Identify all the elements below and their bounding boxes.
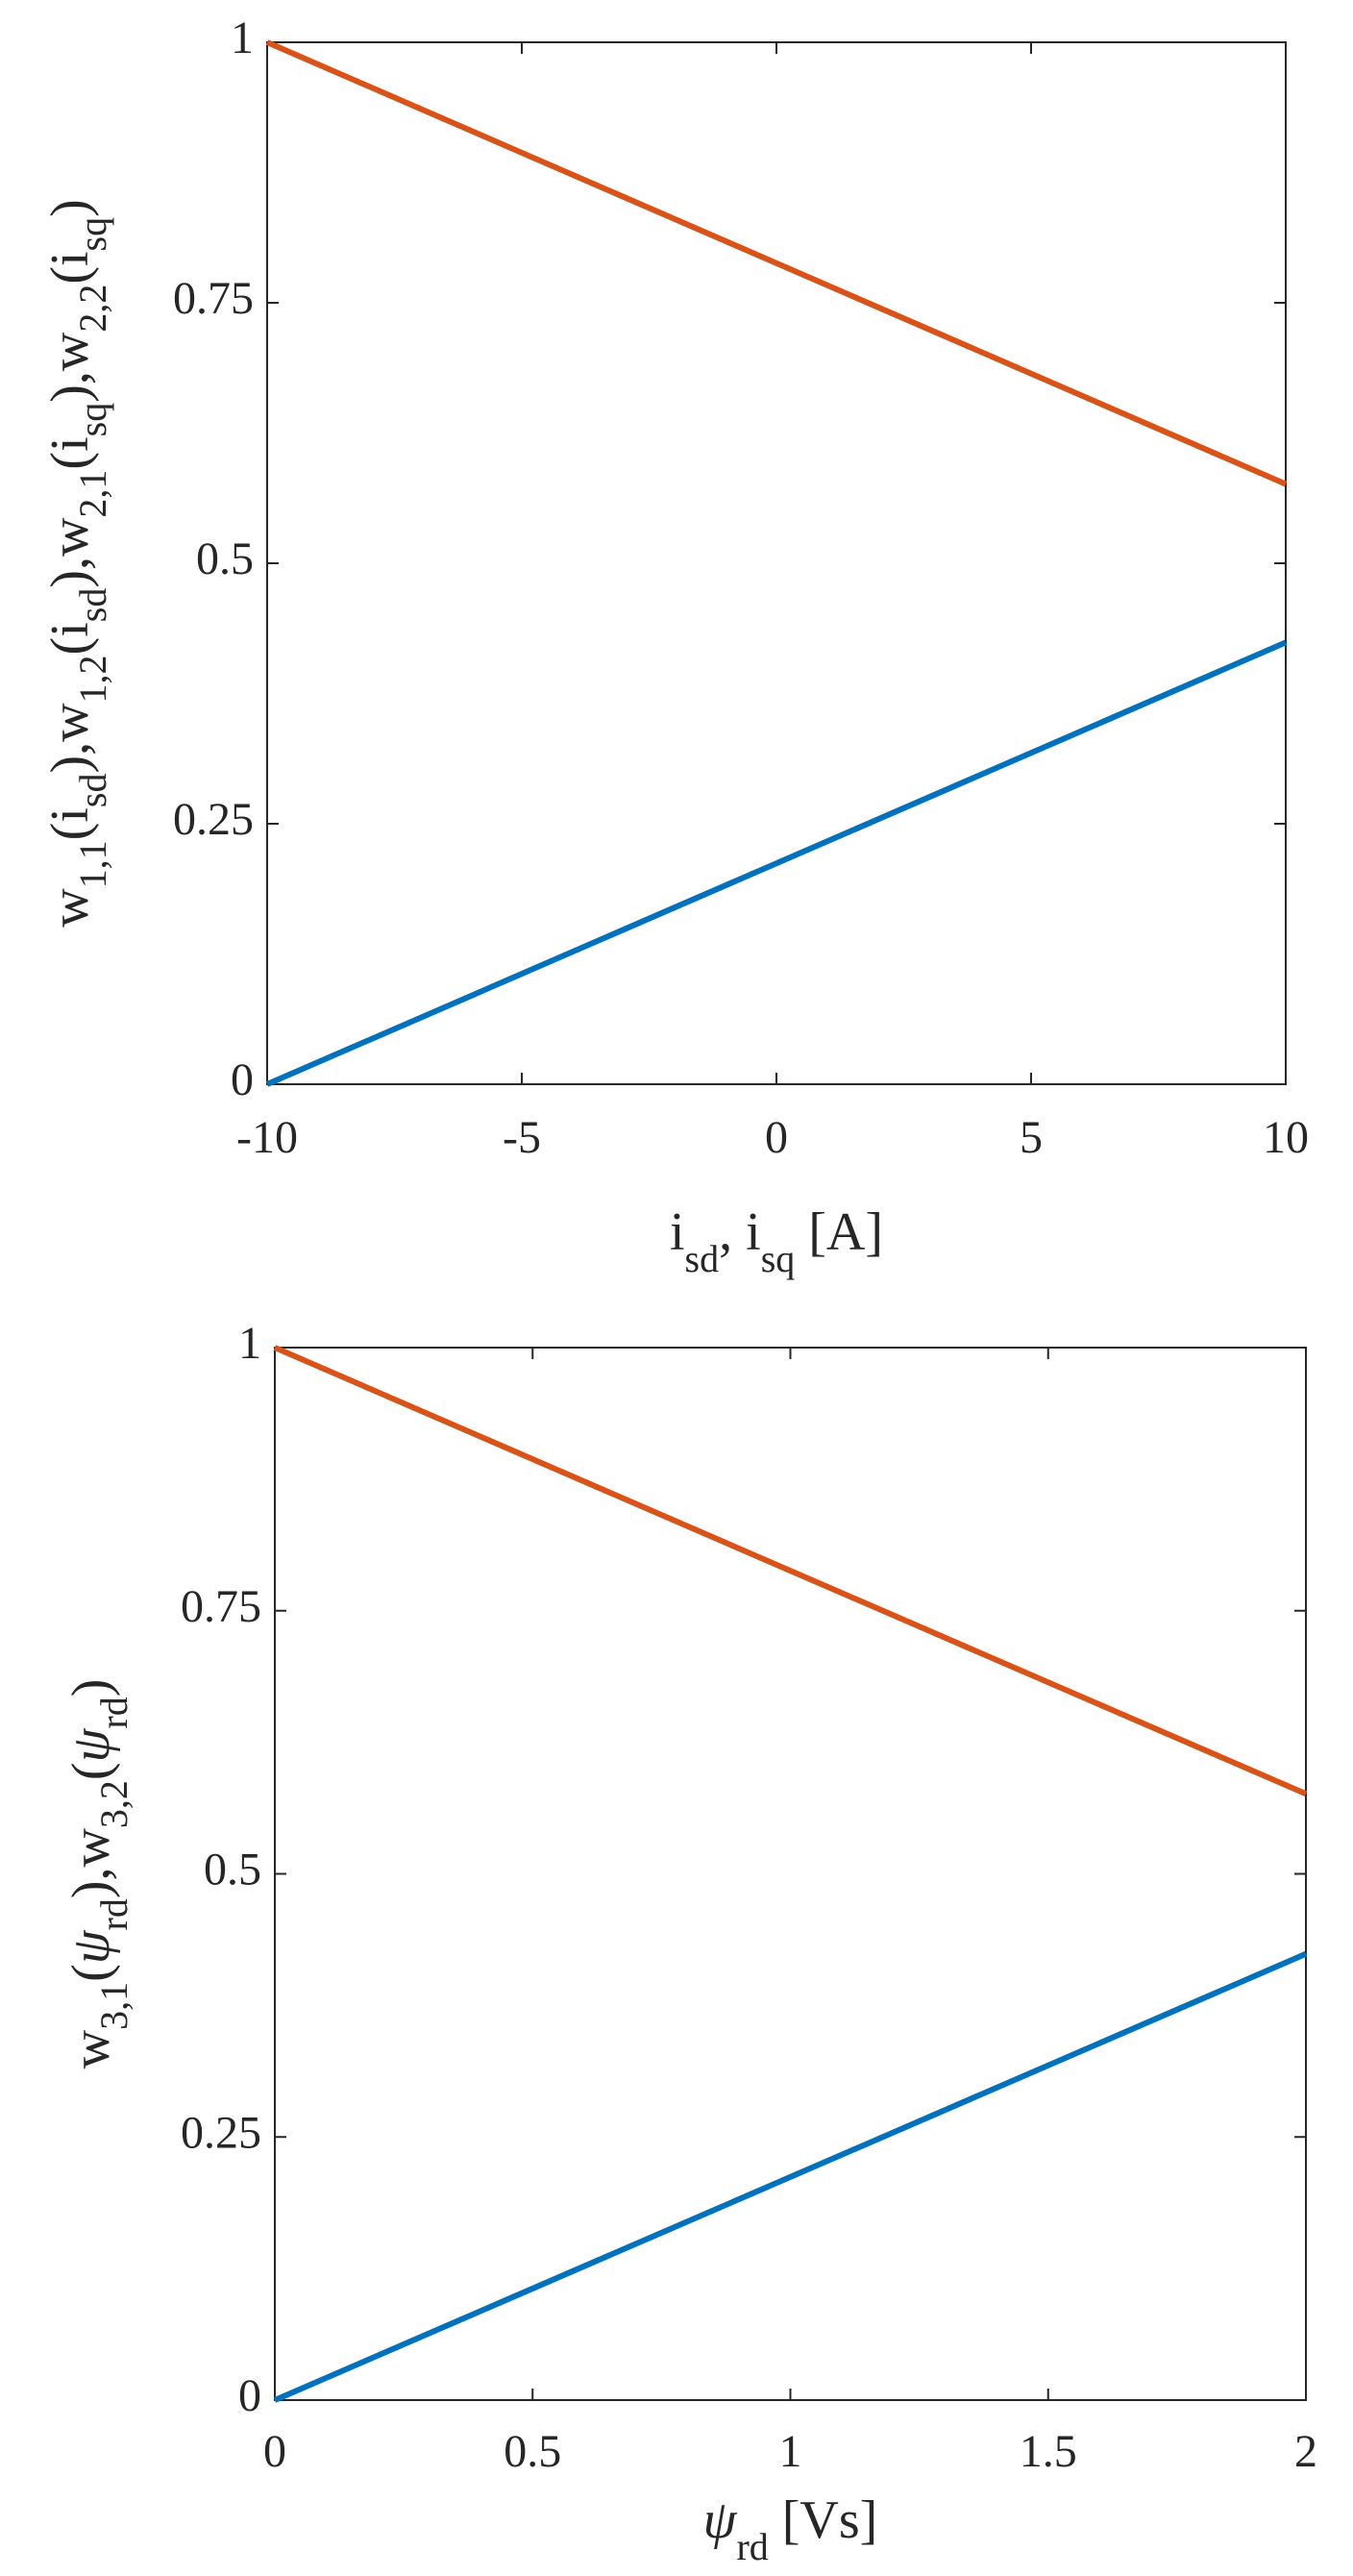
series-line [265, 39, 1288, 487]
subscript: 3,2 [92, 1780, 135, 1828]
label-part: ( [62, 1762, 121, 1780]
x-axis-label: ψrd [Vs] [703, 2490, 878, 2568]
label-part: i [670, 1202, 685, 1262]
label-part: ),w [62, 1828, 121, 1899]
x-axis-label: isd, isq [A] [670, 1202, 883, 1280]
x-tick-label: 1.5 [1020, 2426, 1077, 2477]
subscript: rd [92, 1697, 135, 1728]
subscript: sq [761, 1237, 796, 1280]
label-part: [Vs] [769, 2490, 878, 2550]
subscript: 2,2 [71, 285, 114, 333]
x-tick-label: 2 [1294, 2426, 1317, 2477]
label-part: w [40, 888, 100, 928]
y-tick-label: 0.5 [204, 1845, 261, 1895]
label-part: ),w [40, 703, 100, 774]
y-tick-label: 1 [231, 12, 254, 63]
series-line [265, 639, 1288, 1087]
y-tick-label: 0.25 [181, 2107, 261, 2158]
subscript: 1,1 [71, 840, 114, 888]
plot-frame [274, 1347, 1307, 2401]
label-part: ) [62, 1679, 121, 1697]
x-tick-label: 0 [765, 1112, 788, 1163]
x-tick-label: 0.5 [504, 2426, 561, 2477]
subscript: rd [92, 1898, 135, 1930]
y-axis-label: w3,1(ψrd),w3,2(ψrd) [62, 1679, 135, 2069]
label-part: ),w [40, 517, 100, 588]
x-tick-label: 1 [779, 2426, 802, 2477]
subscript: 3,1 [92, 1982, 135, 2030]
plot-frame [266, 41, 1287, 1085]
series-line [273, 1345, 1308, 1797]
label-part: [A] [795, 1202, 883, 1262]
subscript: sq [71, 217, 114, 252]
label-part: ψ [703, 2490, 738, 2550]
subscript: sq [71, 403, 114, 437]
y-tick-label: 0.25 [173, 794, 254, 845]
label-part: ψ [62, 1727, 121, 1762]
subscript: 1,2 [71, 655, 114, 703]
subscript: rd [736, 2525, 768, 2568]
x-tick-label: 10 [1263, 1112, 1309, 1163]
label-part: (i [40, 622, 100, 655]
subscript: sd [71, 588, 114, 623]
label-part: (i [40, 436, 100, 469]
x-tick-label: 0 [263, 2426, 286, 2477]
subscript: sd [71, 774, 114, 808]
label-part: ψ [62, 1929, 121, 1964]
x-tick-label: 5 [1020, 1112, 1043, 1163]
y-tick-label: 0.75 [173, 273, 254, 324]
subscript: sd [685, 1237, 720, 1280]
y-tick-label: 1 [238, 1318, 261, 1369]
label-part: , i [719, 1202, 761, 1262]
y-tick-label: 0.75 [181, 1581, 261, 1632]
label-part: ( [62, 1964, 121, 1982]
x-tick-label: -10 [236, 1112, 298, 1163]
x-tick-label: -5 [503, 1112, 541, 1163]
label-part: (i [40, 251, 100, 284]
y-axis-label: w1,1(isd),w1,2(isd),w2,1(isq),w2,2(isq) [40, 199, 114, 928]
subscript: 2,1 [71, 470, 114, 518]
label-part: (i [40, 807, 100, 840]
label-part: w [62, 2029, 121, 2068]
label-part: ) [40, 199, 100, 217]
y-tick-label: 0.5 [196, 533, 254, 584]
y-tick-label: 0 [231, 1054, 254, 1105]
y-tick-label: 0 [238, 2370, 261, 2421]
series-line [273, 1950, 1308, 2403]
label-part: ),w [40, 332, 100, 403]
